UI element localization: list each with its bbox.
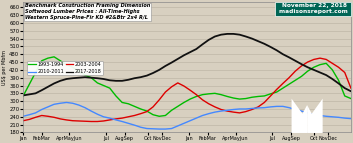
Text: November 22, 2018 
 madisonsreport.com: November 22, 2018 madisonsreport.com <box>276 3 349 14</box>
Polygon shape <box>307 99 323 133</box>
Polygon shape <box>292 99 307 133</box>
Legend: 1993-1994, 2010-2011, 2003-2004, 2017-2018: 1993-1994, 2010-2011, 2003-2004, 2017-20… <box>27 61 103 75</box>
Text: Benchmark Construction Framing Dimension
Softwood Lumber Prices : All-Time-Highs: Benchmark Construction Framing Dimension… <box>25 3 150 20</box>
Y-axis label: US$ per Mbfm: US$ per Mbfm <box>2 50 7 85</box>
